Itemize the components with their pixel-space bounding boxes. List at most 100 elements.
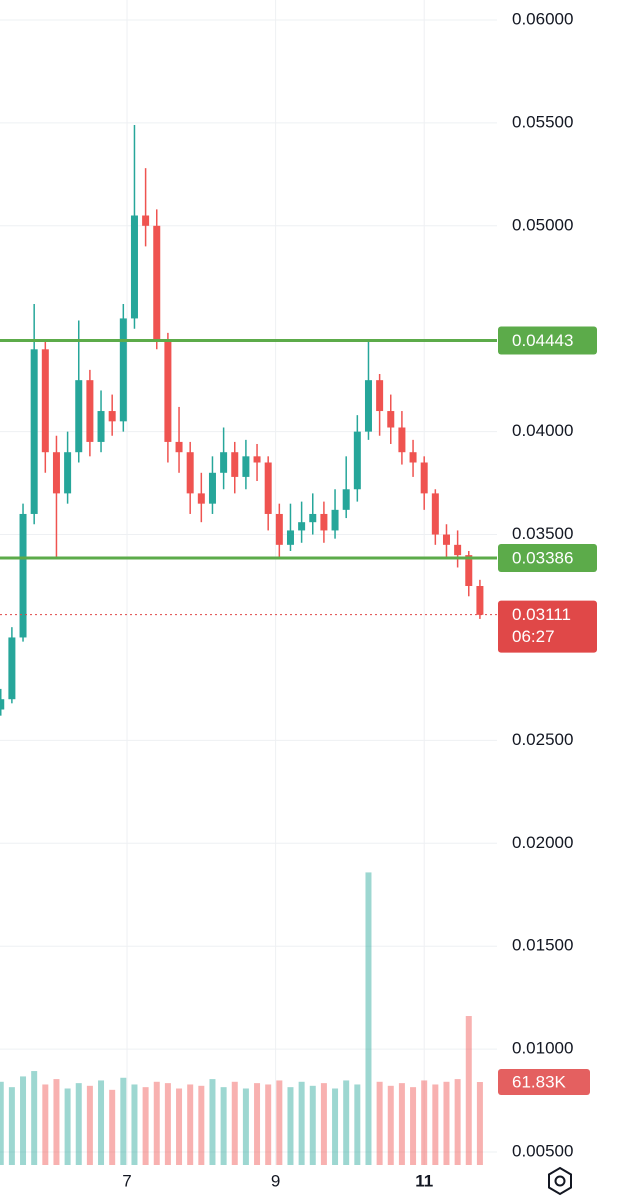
volume-bar [153,1081,160,1165]
candle-body [208,472,216,504]
volume-bar [164,1083,171,1165]
volume-bar [309,1085,316,1165]
candle-body [231,452,239,477]
volume-bar [421,1080,428,1165]
volume-bar [86,1085,93,1165]
candle-body [353,431,361,490]
candle-body [476,585,484,615]
volume-bar [242,1088,249,1165]
candle-body [164,339,172,442]
level-label-box [498,544,597,573]
volume-bar [343,1080,350,1165]
volume-bar [187,1084,194,1165]
volume-bar [432,1084,439,1165]
candle-body [186,452,194,494]
candle-body [420,462,428,494]
volume-bar [476,1082,483,1165]
y-tick-label: 0.06000 [512,9,573,28]
candle-body [142,215,150,226]
candle-body [398,427,406,453]
y-tick-label: 0.02000 [512,833,573,852]
candle-body [298,522,306,531]
volume-bar [465,1016,472,1165]
candle-body [454,544,462,556]
volume-bar [64,1088,71,1165]
last-price-label: 0.03111 [512,605,571,624]
candle-body [409,452,417,463]
volume-bar [176,1088,183,1165]
level-label-box [498,326,597,355]
grid [0,0,497,1165]
volume-bar [220,1087,227,1165]
y-tick-label: 0.04000 [512,421,573,440]
candle-body [364,380,372,432]
candle-body [86,380,94,442]
volume-bar [53,1079,60,1165]
volume-bar [98,1080,105,1165]
candle-body [465,555,473,586]
candle-body [442,534,450,545]
settings-icon[interactable] [548,1166,572,1196]
candle-body [197,493,205,504]
candle-body [275,513,283,545]
volume-label: 61.83K [512,1072,567,1091]
level-label: 0.04443 [512,331,573,350]
candle-body [175,441,183,453]
y-tick-label: 0.01000 [512,1039,573,1058]
candle-body [376,380,384,412]
volume-bar [287,1087,294,1165]
candle-body [119,318,127,422]
candle-body [286,530,294,545]
volume-bar [454,1079,461,1165]
volume-bar [387,1085,394,1165]
candle-body [253,456,261,463]
y-tick-label: 0.02500 [512,730,573,749]
y-tick-label: 0.05000 [512,215,573,234]
candle-body [387,411,395,428]
volume-bar [443,1081,450,1165]
volume-bar [320,1083,327,1165]
candle-body [64,452,72,494]
candle-body [75,380,83,453]
candle-body [108,411,116,422]
candle-body [220,452,228,473]
volume-bar [276,1080,283,1165]
settings-circle [554,1175,566,1187]
candle-body [309,513,317,523]
volume-bar [376,1081,383,1165]
volume-bar [410,1087,417,1165]
volume-bar [398,1083,405,1165]
volume-bar [142,1087,149,1165]
countdown: 06:27 [512,627,555,646]
volume-bar [120,1077,127,1165]
volume-bar [265,1084,272,1165]
candle-body [342,489,350,510]
volume-bar [109,1089,116,1165]
candle-body [153,225,161,340]
volume-bar [209,1079,216,1165]
y-tick-label: 0.00500 [512,1142,573,1161]
x-tick-label: 11 [415,1171,433,1190]
candle-body [431,493,439,535]
candle-body [264,462,272,514]
volume-bar [0,1081,4,1165]
candle-body [320,513,328,531]
candle-body [8,637,16,700]
candle-body [52,452,60,494]
y-tick-label: 0.05500 [512,112,573,131]
volume-bar [131,1084,138,1165]
volume-bar [42,1084,49,1165]
candle-body [331,509,339,531]
candle-body [130,215,138,319]
candle-body [97,411,105,442]
volume-bar [254,1083,261,1165]
y-tick-label: 0.01500 [512,936,573,955]
volume-bar [298,1081,305,1165]
candle-body [30,349,38,514]
candle-body [19,513,27,638]
settings-hexagon [548,1166,572,1196]
candle-body [242,456,250,477]
last-price-box [498,600,597,653]
